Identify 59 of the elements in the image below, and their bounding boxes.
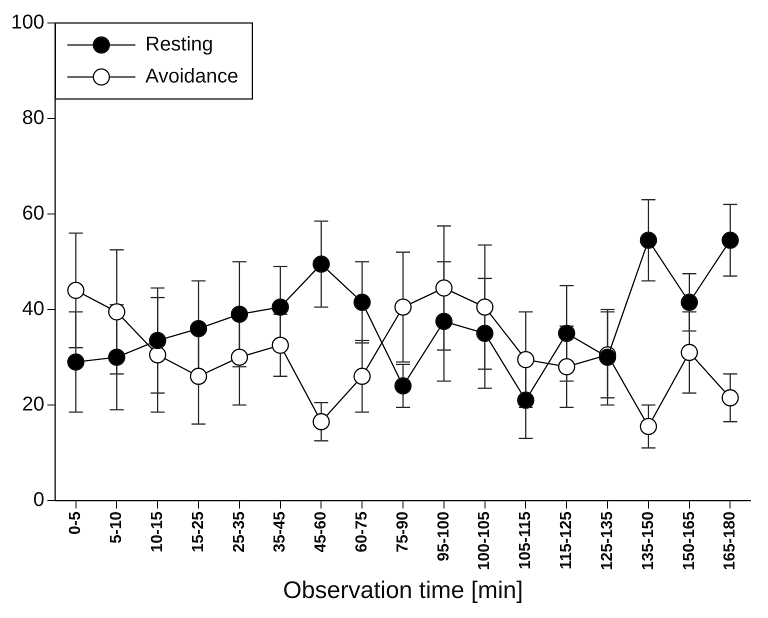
point bbox=[312, 255, 330, 273]
point bbox=[230, 306, 248, 323]
x-tick-label: 35-45 bbox=[272, 511, 289, 552]
y-tick-label: 80 bbox=[22, 107, 44, 130]
x-tick-label: 150-165 bbox=[680, 511, 698, 570]
x-tick-label: 45-60 bbox=[312, 511, 330, 552]
point bbox=[435, 312, 453, 330]
legend-label: Resting bbox=[145, 34, 214, 56]
x-tick-label: 25-35 bbox=[230, 511, 248, 552]
point bbox=[108, 303, 126, 321]
x-tick-label: 5-10 bbox=[108, 511, 126, 544]
x-tick-label: 95-100 bbox=[435, 511, 452, 562]
point bbox=[272, 336, 289, 354]
point bbox=[190, 368, 208, 385]
point bbox=[148, 332, 166, 350]
point bbox=[353, 368, 371, 385]
point bbox=[558, 324, 576, 342]
x-tick-label: 60-75 bbox=[354, 511, 371, 552]
x-tick-label: 100-105 bbox=[476, 511, 494, 570]
point bbox=[517, 392, 534, 409]
point bbox=[108, 348, 126, 366]
x-tick-label: 15-25 bbox=[190, 511, 207, 552]
point bbox=[394, 377, 412, 395]
x-tick-label: 10-15 bbox=[149, 511, 166, 552]
point bbox=[476, 298, 494, 316]
point bbox=[640, 418, 658, 436]
point bbox=[67, 282, 84, 300]
x-axis-title: Observation time [min] bbox=[282, 577, 524, 604]
point bbox=[640, 232, 658, 249]
point bbox=[353, 294, 371, 311]
y-tick-label: 60 bbox=[22, 202, 44, 225]
point bbox=[517, 350, 534, 368]
point bbox=[722, 232, 739, 249]
point bbox=[435, 279, 453, 297]
point bbox=[148, 346, 166, 364]
point bbox=[722, 389, 739, 406]
point bbox=[558, 358, 576, 376]
x-tick-label: 75-90 bbox=[394, 511, 412, 552]
point bbox=[476, 324, 494, 342]
point bbox=[272, 298, 289, 316]
y-tick-label: 20 bbox=[22, 394, 44, 416]
point bbox=[680, 344, 698, 362]
x-tick-label: 115-125 bbox=[558, 511, 576, 570]
y-tick-label: 40 bbox=[22, 298, 44, 320]
point bbox=[190, 320, 208, 338]
x-tick-label: 0-5 bbox=[67, 511, 84, 535]
point bbox=[312, 413, 330, 430]
point bbox=[67, 353, 84, 371]
point bbox=[680, 294, 698, 311]
point bbox=[598, 348, 616, 366]
legend-label: Avoidance bbox=[145, 66, 238, 88]
point bbox=[230, 348, 248, 366]
x-tick-label: 165-180 bbox=[722, 511, 739, 570]
y-tick-label: 0 bbox=[33, 488, 44, 511]
x-tick-label: 135-150 bbox=[640, 511, 657, 570]
point bbox=[394, 298, 412, 316]
y-tick-label: 100 bbox=[10, 12, 44, 34]
x-tick-label: 125-135 bbox=[598, 511, 616, 570]
x-tick-label: 105-115 bbox=[517, 511, 534, 570]
